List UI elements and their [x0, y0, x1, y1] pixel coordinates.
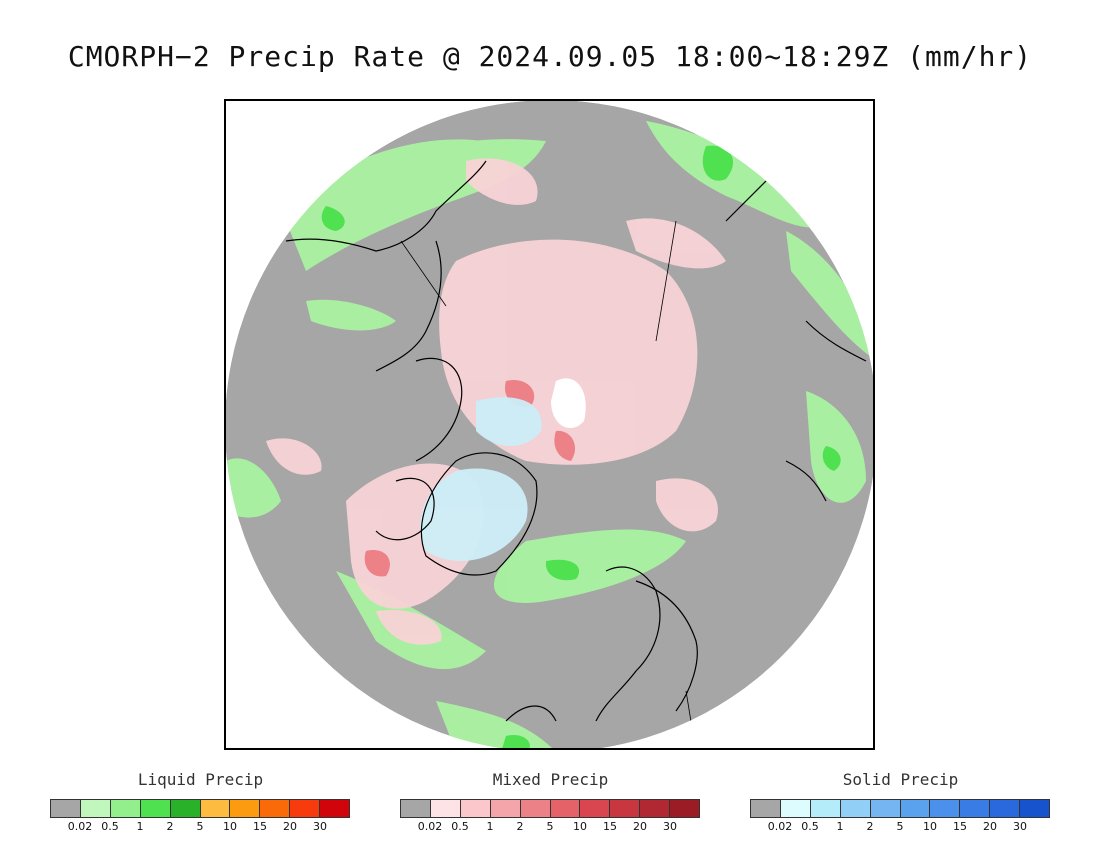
legend-liquid: Liquid Precip 0.02 0.5 1 2 5 10 15 20 30	[50, 770, 351, 834]
legend-swatch	[230, 800, 261, 817]
legend-tick-label: 0.5	[451, 820, 469, 833]
legend-swatch	[51, 800, 81, 817]
legend-mixed-ticks: 0.02 0.5 1 2 5 10 15 20 30	[400, 820, 700, 834]
legend-tick-label: 15	[603, 820, 617, 833]
legend-tick-label: 2	[516, 820, 524, 833]
legend-swatch	[320, 800, 350, 817]
legend-swatch	[640, 800, 671, 817]
legend-swatch	[990, 800, 1021, 817]
legend-tick-label: 0.5	[801, 820, 819, 833]
legend-tick-label: 30	[663, 820, 677, 833]
legend-swatch	[580, 800, 611, 817]
legend-swatch	[200, 800, 231, 817]
legend-liquid-bar	[50, 799, 350, 818]
legend-tick-label: 30	[1013, 820, 1027, 833]
legend-tick-label: 20	[633, 820, 647, 833]
legend-tick-label: 1	[486, 820, 494, 833]
legend-tick-label: 1	[836, 820, 844, 833]
legend-swatch	[550, 800, 581, 817]
legend-swatch	[520, 800, 551, 817]
legend-swatch	[670, 800, 700, 817]
legend-liquid-ticks: 0.02 0.5 1 2 5 10 15 20 30	[50, 820, 350, 834]
legend-tick-label: 15	[953, 820, 967, 833]
polar-map-svg	[226, 101, 873, 748]
legend-solid-bar	[750, 799, 1050, 818]
heavier-mixed-spots	[364, 380, 576, 577]
legend-swatch	[460, 800, 491, 817]
legend-liquid-title: Liquid Precip	[137, 770, 264, 789]
legend-swatch	[170, 800, 201, 817]
legend-mixed-title: Mixed Precip	[492, 770, 609, 789]
map-title: CMORPH−2 Precip Rate @ 2024.09.05 18:00~…	[67, 40, 1033, 73]
legend-tick-label: 2	[166, 820, 174, 833]
legend-tick-label: 20	[283, 820, 297, 833]
legend-tick-label: 0.02	[767, 820, 793, 833]
legend-tick-label: 1	[136, 820, 144, 833]
legend-tick-label: 5	[896, 820, 904, 833]
legend-tick-label: 0.02	[67, 820, 93, 833]
legend-swatch	[1020, 800, 1050, 817]
legend-tick-label: 10	[223, 820, 237, 833]
legend-swatch	[140, 800, 171, 817]
precip-map	[224, 99, 875, 750]
legend-swatch	[610, 800, 641, 817]
legend-swatch	[290, 800, 321, 817]
legend-solid: Solid Precip 0.02 0.5 1 2 5 10 15 20 30	[750, 770, 1051, 834]
white-ice-patch	[551, 378, 586, 429]
legend-tick-label: 0.02	[417, 820, 443, 833]
legend-tick-label: 15	[253, 820, 267, 833]
legend-tick-label: 0.5	[101, 820, 119, 833]
legend-swatch	[80, 800, 111, 817]
legend-tick-label: 20	[983, 820, 997, 833]
legend-swatch	[490, 800, 521, 817]
legend-tick-label: 10	[923, 820, 937, 833]
legend-swatch	[110, 800, 141, 817]
legend-tick-label: 5	[546, 820, 554, 833]
legend-swatch	[960, 800, 991, 817]
heavier-liquid-spots	[321, 145, 841, 748]
legend-tick-label: 10	[573, 820, 587, 833]
legend-mixed-bar	[400, 799, 700, 818]
solid-precip-areas	[420, 397, 542, 561]
legend-swatch	[810, 800, 841, 817]
legend-swatch	[751, 800, 781, 817]
legend-swatch	[870, 800, 901, 817]
legend-tick-label: 5	[196, 820, 204, 833]
legend-swatch	[780, 800, 811, 817]
legend-swatch	[260, 800, 291, 817]
legend-swatch	[840, 800, 871, 817]
legend-solid-title: Solid Precip	[842, 770, 959, 789]
legend-tick-label: 2	[866, 820, 874, 833]
legend-swatch	[430, 800, 461, 817]
legend-swatch	[930, 800, 961, 817]
legend-tick-label: 30	[313, 820, 327, 833]
legend-swatch	[401, 800, 431, 817]
legend-swatch	[900, 800, 931, 817]
legend-solid-ticks: 0.02 0.5 1 2 5 10 15 20 30	[750, 820, 1050, 834]
legend-mixed: Mixed Precip 0.02 0.5 1 2 5 10 15 20 30	[400, 770, 701, 834]
